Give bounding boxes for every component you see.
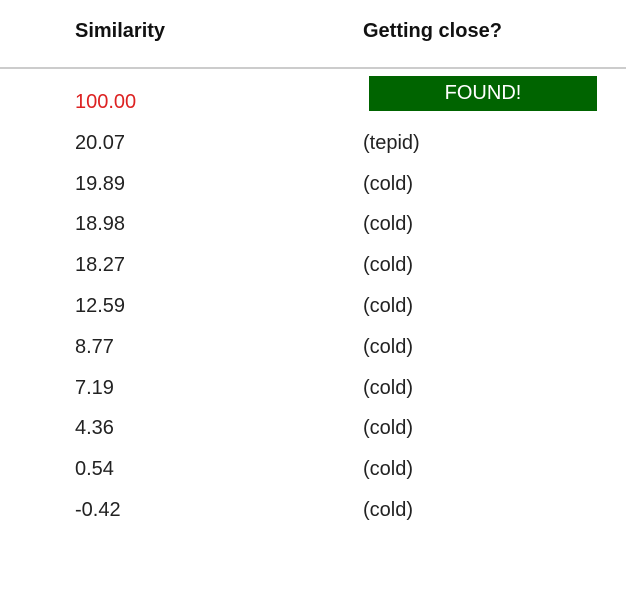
closeness-value: (cold) — [363, 417, 414, 440]
table-row: 7.19 (cold) — [0, 377, 626, 417]
similarity-value: 18.27 — [75, 254, 126, 277]
similarity-value: 20.07 — [75, 131, 126, 154]
similarity-value: -0.42 — [75, 499, 121, 521]
closeness-value: (cold) — [363, 376, 414, 399]
table-row: 12.59 (cold) — [0, 295, 626, 335]
closeness-value: (cold) — [363, 335, 414, 358]
closeness-value: (cold) — [363, 213, 414, 236]
table-row: 4.36 (cold) — [0, 417, 626, 457]
table-row: 18.27 (cold) — [0, 254, 626, 294]
similarity-value: 4.36 — [75, 417, 114, 440]
table-row: 8.77 (cold) — [0, 336, 626, 376]
closeness-value: (tepid) — [363, 131, 420, 154]
table-row: 0.54 (cold) — [0, 458, 626, 498]
similarity-value: 7.19 — [75, 376, 114, 399]
table-row: 20.07 (tepid) — [0, 132, 626, 172]
table-row: 18.98 (cold) — [0, 213, 626, 253]
similarity-value: 19.89 — [75, 172, 126, 195]
table-row: -0.42 (cold) — [0, 499, 626, 539]
similarity-value: 12.59 — [75, 295, 126, 317]
closeness-value: (cold) — [363, 172, 414, 195]
header-divider — [0, 67, 626, 69]
closeness-value: (cold) — [363, 254, 414, 277]
found-badge: FOUND! — [369, 76, 597, 111]
table-row: 19.89 (cold) — [0, 173, 626, 213]
table-row: 100.00 FOUND! — [0, 76, 626, 131]
getting-close-header: Getting close? — [363, 20, 502, 42]
similarity-value: 8.77 — [75, 335, 114, 358]
similarity-value: 0.54 — [75, 458, 114, 481]
closeness-value: (cold) — [363, 499, 414, 521]
similarity-header: Similarity — [75, 20, 166, 42]
similarity-value: 100.00 — [75, 91, 137, 113]
similarity-value: 18.98 — [75, 213, 126, 236]
closeness-value: (cold) — [363, 295, 414, 317]
closeness-value: (cold) — [363, 458, 414, 481]
